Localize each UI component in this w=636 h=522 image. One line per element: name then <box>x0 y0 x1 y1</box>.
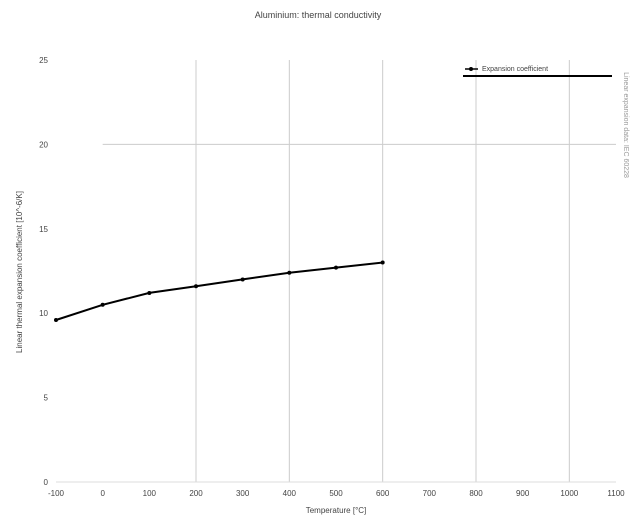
legend: Expansion coefficient <box>463 66 612 77</box>
data-point <box>380 260 385 265</box>
x-tick-label: 1000 <box>560 489 578 498</box>
x-tick-label: 800 <box>469 489 483 498</box>
y-tick-label: 20 <box>39 140 48 149</box>
data-point <box>100 302 105 307</box>
x-tick-label: 400 <box>283 489 297 498</box>
data-point <box>334 265 338 270</box>
grid <box>56 60 616 483</box>
y-tick-label: 0 <box>44 478 49 487</box>
x-tick-label: 500 <box>329 489 343 498</box>
y-tick-labels: 0 5 10 15 20 25 <box>39 56 48 487</box>
y-tick-label: 25 <box>39 56 48 65</box>
x-tick-label: 0 <box>100 489 105 498</box>
chart-title: Aluminium: thermal conductivity <box>255 10 382 20</box>
data-point <box>147 290 152 295</box>
data-point <box>287 270 292 275</box>
data-point <box>54 317 58 322</box>
legend-marker <box>469 67 473 71</box>
x-tick-label: 600 <box>376 489 390 498</box>
x-tick-label: 1100 <box>607 489 625 498</box>
y-axis-label: Linear thermal expansion coefficient [10… <box>15 191 24 353</box>
x-axis-label: Temperature [°C] <box>306 506 367 515</box>
x-tick-label: 200 <box>189 489 203 498</box>
series-line <box>55 261 383 321</box>
y-tick-label: 5 <box>44 394 49 403</box>
data-point <box>194 284 198 289</box>
x-tick-label: -100 <box>48 489 65 498</box>
x-tick-labels: -100 0 100 200 300 400 500 600 700 800 900 1000 1100 <box>48 489 625 498</box>
side-note: Linear expansion data: IEC 60228 <box>622 72 629 178</box>
x-tick-label: 700 <box>423 489 437 498</box>
data-point <box>240 277 245 282</box>
y-tick-label: 10 <box>39 309 48 318</box>
x-tick-label: 100 <box>143 489 157 498</box>
x-tick-label: 300 <box>236 489 250 498</box>
x-tick-label: 900 <box>516 489 530 498</box>
legend-label: Expansion coefficient <box>482 66 548 73</box>
y-tick-label: 15 <box>39 225 48 234</box>
series-layer <box>54 260 385 322</box>
